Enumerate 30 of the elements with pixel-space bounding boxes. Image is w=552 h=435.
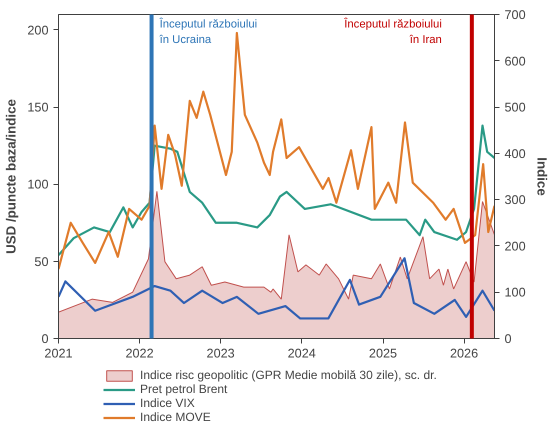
y-tick-label: 200 <box>27 23 49 38</box>
ref-line-label: Începutul războiului în Ucraina <box>158 18 258 46</box>
line-series <box>58 257 494 320</box>
y-tick-label: 50 <box>34 254 48 269</box>
x-tick-label: 2026 <box>450 346 478 360</box>
legend-label: Indice risc geopolitic (GPR Medie mobilă 30 zile), sc. dr. <box>140 368 437 382</box>
y-tick-label: 150 <box>27 100 49 115</box>
y-axis-title: USD /puncte baza/indice <box>3 99 18 254</box>
y-tick-label: 100 <box>27 178 49 192</box>
y-tick-label: 0 <box>41 332 49 346</box>
y2-tick-label: 0 <box>504 332 512 346</box>
y2-tick-label: 500 <box>504 100 526 115</box>
x-tick-label: 2025 <box>368 346 398 360</box>
y2-tick-label: 400 <box>504 146 526 161</box>
legend-label: Indice VIX <box>140 396 195 410</box>
y2-tick-label: 300 <box>504 193 526 208</box>
x-tick-label: 2022 <box>125 346 154 360</box>
x-tick-label: 2023 <box>206 346 235 360</box>
y2-tick-label: 700 <box>504 8 526 22</box>
y2-axis-title: Indice <box>534 157 550 196</box>
legend-label: Indice MOVE <box>140 410 211 424</box>
x-tick-label: 2021 <box>44 346 73 360</box>
line-series <box>58 32 494 270</box>
line-series <box>58 124 494 256</box>
legend-label: Pret petrol Brent <box>140 382 228 396</box>
ref-line-label: Începutul războiului în Iran <box>343 18 442 46</box>
y2-tick-label: 600 <box>504 54 526 68</box>
y2-tick-label: 100 <box>504 286 526 300</box>
y2-tick-label: 200 <box>504 239 526 254</box>
x-tick-label: 2024 <box>288 346 316 360</box>
